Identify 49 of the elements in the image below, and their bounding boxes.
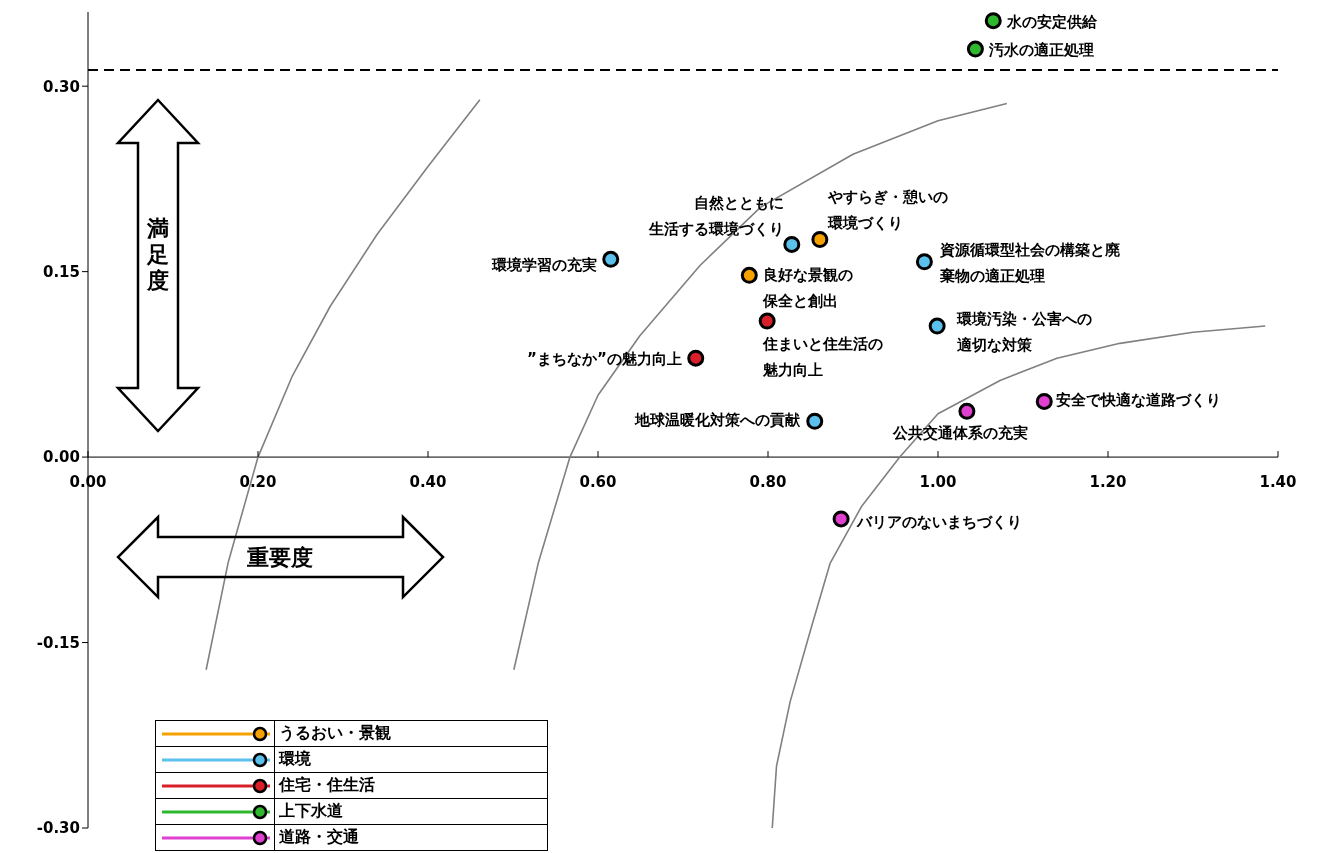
annotation: 自然とともに生活する環境づくり: [647, 194, 784, 239]
y-tick-label: 0.30: [42, 77, 80, 96]
annotation: 水の安定供給: [1006, 12, 1099, 31]
point: [966, 40, 984, 58]
x-tick-label: 1.20: [1089, 473, 1127, 492]
point: [958, 402, 976, 420]
legend-label: 上下水道: [274, 798, 548, 825]
point: [811, 230, 829, 248]
x-tick-label: 0.00: [69, 473, 107, 492]
line-series: [205, 98, 481, 671]
y-axis-title: 満足度: [146, 216, 169, 293]
x-axis-title: 重要度: [246, 545, 313, 571]
x-tick-label: 0.20: [239, 473, 277, 492]
annotation: 地球温暖化対策への貢献: [633, 411, 801, 430]
point: [783, 235, 801, 253]
annotation: 公共交通体系の充実: [891, 424, 1028, 443]
x-tick-label: 0.80: [749, 473, 787, 492]
x-tick-label: 0.60: [579, 473, 617, 492]
point: [806, 412, 824, 430]
y-tick-label: -0.15: [36, 633, 80, 652]
annotation: バリアのないまちづくり: [856, 512, 1023, 531]
annotation: 資源循環型社会の構築と廃棄物の適正処理: [939, 240, 1121, 285]
annotation: ”まちなか”の魅力向上: [527, 350, 682, 369]
x-tick-label: 1.00: [919, 473, 957, 492]
y-tick-label: 0.00: [42, 448, 80, 467]
point: [915, 253, 933, 271]
point: [740, 266, 758, 284]
x-tick-label: 1.40: [1259, 473, 1297, 492]
y-tick-label: -0.30: [36, 819, 80, 838]
annotation: 汚水の適正処理: [988, 41, 1095, 60]
point: [928, 317, 946, 335]
legend-label: 環境: [274, 746, 548, 773]
annotation: 環境汚染・公害への適切な対策: [956, 310, 1093, 355]
legend-label: 住宅・住生活: [274, 772, 548, 799]
point: [984, 12, 1002, 30]
annotation: 良好な景観の保全と創出: [762, 266, 854, 311]
legend-label: 道路・交通: [274, 824, 548, 851]
point: [687, 349, 705, 367]
point: [832, 510, 850, 528]
point: [1035, 392, 1053, 410]
annotation: 住まいと住生活の魅力向上: [762, 335, 884, 380]
annotation: 環境学習の充実: [490, 256, 597, 275]
annotation: 安全で快適な道路づくり: [1056, 391, 1222, 410]
annotation: やすらぎ・憩いの環境づくり: [826, 188, 948, 233]
x-tick-label: 0.40: [409, 473, 447, 492]
y-tick-label: 0.15: [42, 262, 80, 281]
point: [758, 312, 776, 330]
point: [602, 250, 620, 268]
legend-label: うるおい・景観: [274, 720, 548, 747]
